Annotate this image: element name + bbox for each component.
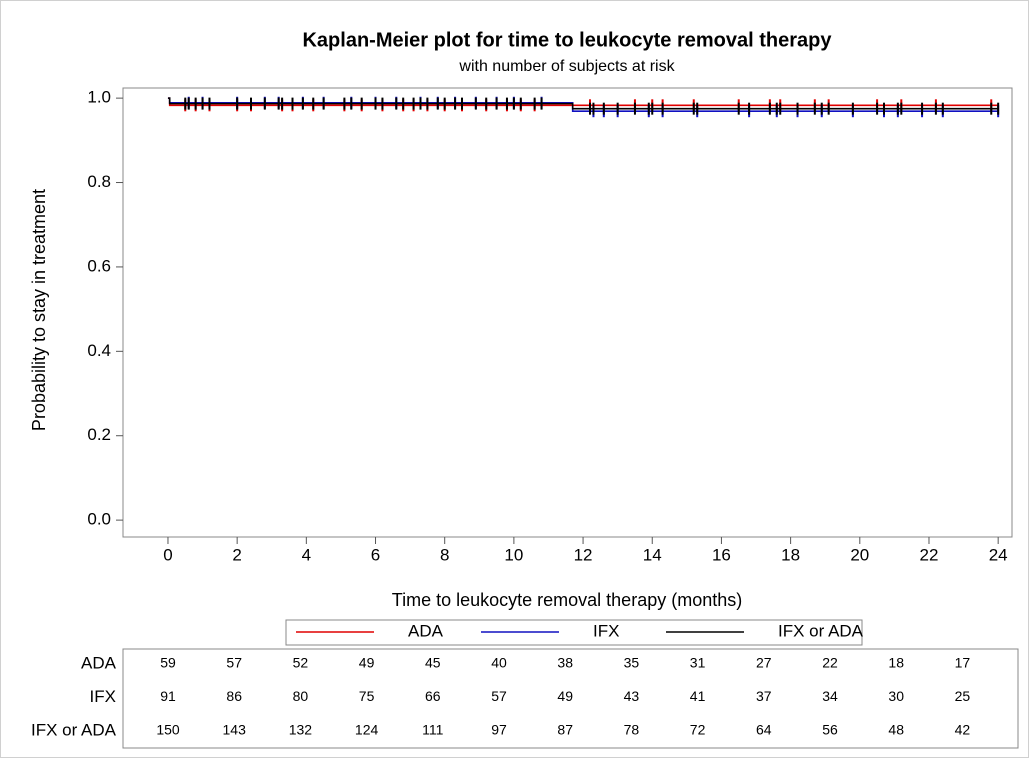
x-tick-label: 18 xyxy=(781,545,800,564)
risk-count: 80 xyxy=(293,688,309,704)
risk-count: 66 xyxy=(425,688,441,704)
plot-area xyxy=(122,87,1013,538)
chart-title: Kaplan-Meier plot for time to leukocyte … xyxy=(302,29,832,51)
x-axis-label: Time to leukocyte removal therapy (month… xyxy=(392,590,742,610)
risk-count: 86 xyxy=(226,688,242,704)
risk-count: 27 xyxy=(756,655,772,671)
x-tick-label: 0 xyxy=(163,545,172,564)
risk-count: 132 xyxy=(289,722,313,738)
risk-count: 87 xyxy=(557,722,573,738)
risk-count: 150 xyxy=(156,722,180,738)
risk-count: 25 xyxy=(955,688,971,704)
y-tick-label: 0.6 xyxy=(87,256,111,275)
risk-row-label: ADA xyxy=(81,653,117,672)
risk-count: 57 xyxy=(226,655,242,671)
risk-count: 111 xyxy=(422,722,443,738)
risk-count: 42 xyxy=(955,722,971,738)
x-tick-label: 10 xyxy=(504,545,523,564)
risk-count: 22 xyxy=(822,655,838,671)
risk-count: 75 xyxy=(359,688,375,704)
risk-count: 31 xyxy=(690,655,706,671)
km-curve xyxy=(167,97,999,110)
risk-count: 30 xyxy=(888,688,904,704)
x-tick-label: 24 xyxy=(989,545,1008,564)
risk-count: 124 xyxy=(355,722,379,738)
risk-count: 43 xyxy=(624,688,640,704)
x-tick-label: 8 xyxy=(440,545,449,564)
risk-count: 56 xyxy=(822,722,838,738)
y-tick-label: 0.8 xyxy=(87,172,111,191)
legend xyxy=(285,619,863,646)
legend-label: ADA xyxy=(408,621,444,640)
risk-count: 64 xyxy=(756,722,772,738)
x-tick-label: 20 xyxy=(850,545,869,564)
risk-count: 78 xyxy=(624,722,640,738)
y-tick-label: 0.4 xyxy=(87,341,111,360)
legend-label: IFX xyxy=(593,621,619,640)
risk-count: 34 xyxy=(822,688,838,704)
y-tick-label: 0.2 xyxy=(87,425,111,444)
y-tick-label: 1.0 xyxy=(87,88,111,107)
risk-count: 48 xyxy=(888,722,904,738)
risk-count: 41 xyxy=(690,688,706,704)
risk-count: 45 xyxy=(425,655,441,671)
risk-count: 57 xyxy=(491,688,507,704)
risk-count: 40 xyxy=(491,655,507,671)
legend-label: IFX or ADA xyxy=(778,621,864,640)
risk-count: 17 xyxy=(955,655,971,671)
risk-row-label: IFX or ADA xyxy=(31,720,117,739)
risk-count: 52 xyxy=(293,655,309,671)
risk-count: 91 xyxy=(160,688,176,704)
risk-table xyxy=(122,648,1019,749)
risk-count: 59 xyxy=(160,655,176,671)
risk-count: 72 xyxy=(690,722,706,738)
chart-subtitle: with number of subjects at risk xyxy=(458,58,675,75)
x-tick-label: 12 xyxy=(574,545,593,564)
risk-count: 35 xyxy=(624,655,640,671)
risk-count: 143 xyxy=(223,722,247,738)
risk-row-label: IFX xyxy=(90,687,116,706)
x-tick-label: 2 xyxy=(232,545,241,564)
x-tick-label: 6 xyxy=(371,545,380,564)
risk-count: 37 xyxy=(756,688,772,704)
risk-count: 97 xyxy=(491,722,507,738)
x-tick-label: 22 xyxy=(920,545,939,564)
risk-count: 49 xyxy=(557,688,573,704)
y-tick-label: 0.0 xyxy=(87,510,111,529)
risk-count: 38 xyxy=(557,655,573,671)
x-tick-label: 14 xyxy=(643,545,662,564)
risk-count: 49 xyxy=(359,655,375,671)
x-tick-label: 4 xyxy=(302,545,311,564)
risk-count: 18 xyxy=(888,655,904,671)
x-tick-label: 16 xyxy=(712,545,731,564)
y-axis-label: Probability to stay in treatment xyxy=(29,189,49,431)
